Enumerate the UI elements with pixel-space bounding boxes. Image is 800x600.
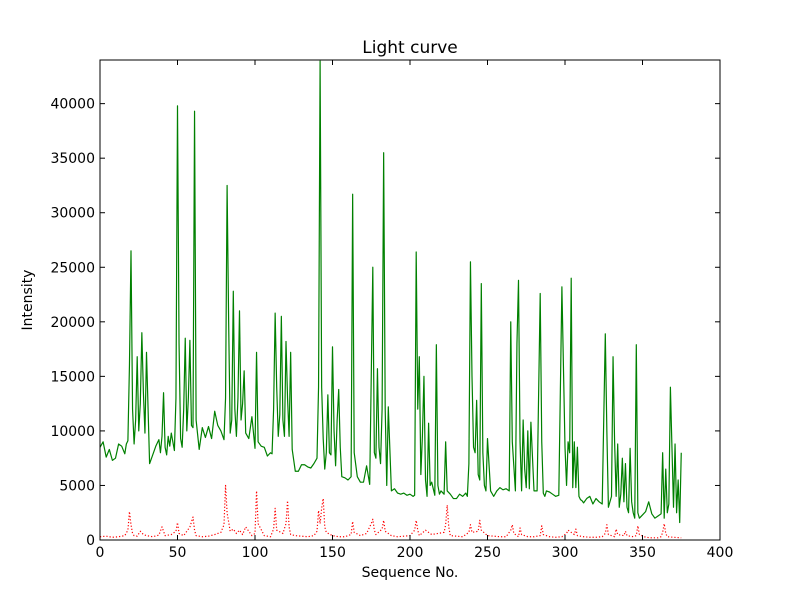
x-tick-label: 300 bbox=[552, 545, 579, 561]
y-tick-label: 40000 bbox=[50, 97, 95, 113]
x-tick-label: 50 bbox=[169, 545, 187, 561]
y-tick-label: 10000 bbox=[50, 424, 95, 440]
plot-area bbox=[100, 60, 720, 540]
x-tick-label: 350 bbox=[629, 545, 656, 561]
y-tick-label: 20000 bbox=[50, 315, 95, 331]
x-tick-label: 100 bbox=[242, 545, 269, 561]
y-tick-label: 30000 bbox=[50, 206, 95, 222]
x-axis-title: Sequence No. bbox=[362, 565, 459, 581]
chart-title: Light curve bbox=[362, 38, 457, 58]
x-tick-label: 400 bbox=[707, 545, 734, 561]
x-tick-label: 200 bbox=[397, 545, 424, 561]
y-tick-label: 5000 bbox=[59, 478, 95, 494]
y-tick-label: 35000 bbox=[50, 151, 95, 167]
y-tick-label: 0 bbox=[86, 533, 95, 549]
y-tick-label: 15000 bbox=[50, 369, 95, 385]
series-layer bbox=[99, 60, 682, 539]
y-tick-label: 25000 bbox=[50, 260, 95, 276]
x-tick-label: 0 bbox=[96, 545, 105, 561]
series-line-green bbox=[99, 60, 682, 524]
y-axis-title: Intensity bbox=[20, 270, 36, 331]
x-tick-label: 250 bbox=[474, 545, 501, 561]
ticks-layer: 0 50 100 150 200 250 300 350 400 0 5000 10000 15000 2… bbox=[50, 60, 733, 561]
x-tick-label: 150 bbox=[319, 545, 346, 561]
